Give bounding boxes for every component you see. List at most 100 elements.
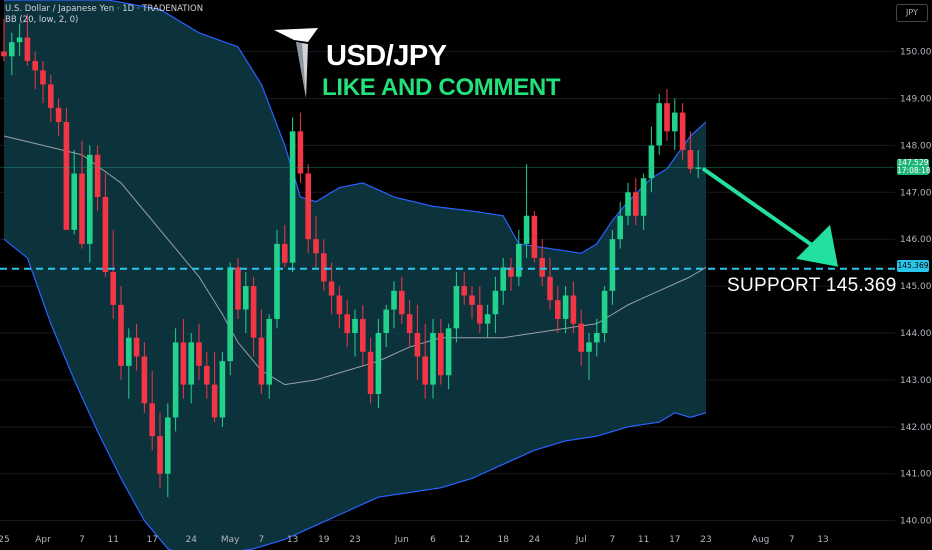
candle-1 xyxy=(9,32,15,76)
candle-body xyxy=(406,314,413,334)
candle-body xyxy=(110,272,116,305)
candle-0 xyxy=(1,18,7,61)
currency-label[interactable]: JPY xyxy=(896,4,928,22)
price-tick-148: 148.000 xyxy=(900,141,932,151)
candle-79 xyxy=(617,201,623,249)
time-tick-8: 13 xyxy=(287,535,298,545)
candle-body xyxy=(422,356,428,385)
down-arrow-icon xyxy=(796,224,838,267)
candle-9 xyxy=(71,150,77,235)
candle-22 xyxy=(172,328,179,432)
candle-body xyxy=(94,154,101,197)
candle-11 xyxy=(87,145,93,263)
price-tick-141: 141.000 xyxy=(900,470,932,480)
candle-25 xyxy=(196,323,202,380)
candle-10 xyxy=(79,140,85,249)
candle-body xyxy=(664,103,670,132)
time-tick-1: Apr xyxy=(35,535,51,545)
candle-body xyxy=(344,314,350,334)
candle-6 xyxy=(48,75,54,122)
candle-35 xyxy=(274,229,280,329)
candle-3 xyxy=(24,14,31,66)
candle-body xyxy=(24,37,31,61)
candle-61 xyxy=(477,286,483,334)
candle-body xyxy=(500,267,506,291)
candle-85 xyxy=(664,89,670,141)
candle-body xyxy=(141,356,148,404)
candle-71 xyxy=(555,286,561,334)
candle-body xyxy=(32,60,38,71)
time-tick-21: Aug xyxy=(752,535,770,545)
candle-body xyxy=(438,333,444,376)
candle-16 xyxy=(126,328,132,399)
candle-body xyxy=(305,173,311,240)
symbol-line[interactable]: U.S. Dollar / Japanese Yen · 1D · TRADEN… xyxy=(5,4,204,14)
candle-body xyxy=(204,365,210,385)
candle-84 xyxy=(656,93,662,155)
candles[interactable] xyxy=(1,14,701,498)
candle-63 xyxy=(492,276,499,334)
candle-body xyxy=(282,243,288,263)
candle-77 xyxy=(601,286,608,343)
bollinger-fill xyxy=(4,0,706,550)
candle-body xyxy=(609,239,616,291)
candle-8 xyxy=(63,107,70,230)
price-tick-142: 142.000 xyxy=(900,423,932,433)
candle-body xyxy=(523,215,530,244)
candle-72 xyxy=(562,286,569,334)
indicator-line[interactable]: BB (20, low, 2, 0) xyxy=(5,15,79,25)
candle-67 xyxy=(523,164,530,258)
candle-89 xyxy=(695,150,701,179)
candle-body xyxy=(656,103,662,146)
candle-body xyxy=(399,290,405,315)
time-tick-14: 18 xyxy=(497,535,509,545)
candle-body xyxy=(461,286,467,296)
bollinger-upper-line xyxy=(4,0,707,254)
price-tick-147: 147.000 xyxy=(900,188,932,198)
candle-body xyxy=(547,276,553,301)
candle-body xyxy=(469,295,475,305)
time-tick-4: 17 xyxy=(146,535,157,545)
candle-38 xyxy=(297,112,304,183)
candle-body xyxy=(625,192,631,216)
price-tick-143: 143.000 xyxy=(900,376,932,386)
candle-81 xyxy=(633,178,639,226)
candle-29 xyxy=(227,262,233,376)
candle-12 xyxy=(94,145,101,212)
time-tick-19: 17 xyxy=(669,535,680,545)
candle-45 xyxy=(352,309,358,357)
candle-78 xyxy=(609,229,616,305)
candle-80 xyxy=(625,182,631,226)
candle-24 xyxy=(188,333,194,404)
candle-body xyxy=(391,290,397,310)
candle-body xyxy=(640,178,647,216)
candle-17 xyxy=(133,323,140,371)
candle-28 xyxy=(219,351,226,427)
candle-body xyxy=(687,150,694,169)
candle-48 xyxy=(375,318,382,409)
price-axis[interactable]: 140.000 141.000 142.000 143.000 144.000 145.0… xyxy=(900,48,932,527)
candle-body xyxy=(211,384,218,418)
candle-70 xyxy=(547,257,553,310)
candle-55 xyxy=(430,318,436,399)
candle-body xyxy=(243,286,249,310)
candle-body xyxy=(570,295,577,324)
candle-42 xyxy=(328,262,335,315)
candle-body xyxy=(40,70,46,85)
price-tick-144: 144.000 xyxy=(900,329,932,339)
candle-body xyxy=(180,342,187,385)
candle-body xyxy=(516,243,522,277)
time-axis[interactable]: 25 Apr 7 11 17 24 May 7 13 19 23 Jun 6 12 18 24 Jul 7 11 17… xyxy=(0,535,829,545)
candle-body xyxy=(87,154,93,244)
candle-body xyxy=(266,318,272,385)
candle-body xyxy=(63,121,70,230)
candle-body xyxy=(313,239,319,254)
candle-body xyxy=(55,107,62,122)
candle-32 xyxy=(250,276,257,357)
candle-body xyxy=(492,290,499,315)
candle-body xyxy=(508,267,514,277)
time-tick-5: 24 xyxy=(185,535,197,545)
time-tick-0: 25 xyxy=(0,535,10,545)
candle-73 xyxy=(570,281,577,334)
